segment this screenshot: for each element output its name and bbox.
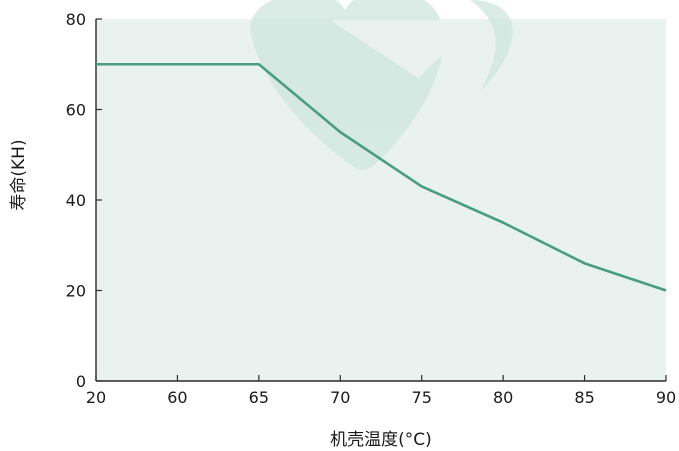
x-tick-label: 60 [167,388,187,407]
y-tick-label: 40 [66,191,86,210]
watermark-logo [250,0,513,170]
y-tick-label: 60 [66,101,86,120]
y-tick-label: 80 [66,10,86,29]
x-ticks: 20 60 65 70 75 80 85 90 [86,375,676,407]
x-tick-label: 85 [574,388,594,407]
y-tick-label: 0 [76,372,86,391]
x-tick-label: 65 [249,388,269,407]
x-axis-title: 机壳温度(°C) [330,430,432,450]
x-tick-label: 70 [330,388,350,407]
watermark-notch [330,20,480,78]
x-tick-label: 80 [493,388,513,407]
y-axis-title: 寿命(KH) [9,139,29,210]
x-tick-label: 90 [656,388,676,407]
watermark-accent [470,0,513,92]
y-tick-label: 20 [66,282,86,301]
x-tick-label: 75 [412,388,432,407]
series-line [96,62,667,292]
x-tick-label: 20 [86,388,106,407]
y-ticks: 0 20 40 60 80 [66,10,102,391]
